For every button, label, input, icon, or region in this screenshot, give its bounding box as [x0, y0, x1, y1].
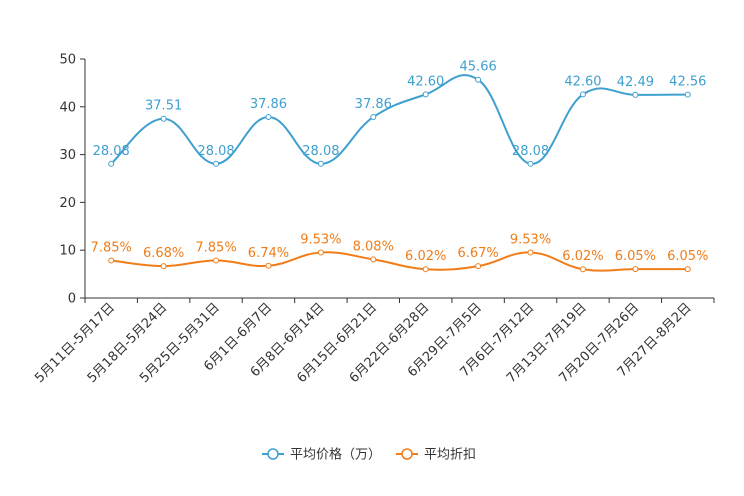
data-label: 6.68%: [143, 246, 184, 261]
data-point[interactable]: [475, 76, 482, 83]
data-point[interactable]: [213, 160, 220, 167]
legend-circle-icon: [401, 448, 413, 460]
data-label: 45.66: [460, 60, 497, 75]
data-point[interactable]: [108, 257, 115, 264]
data-point[interactable]: [370, 256, 377, 263]
data-label: 28.08: [512, 144, 549, 159]
data-label: 42.56: [669, 75, 706, 90]
legend: 平均价格（万） 平均折扣: [262, 447, 476, 463]
data-label: 28.08: [93, 144, 130, 159]
y-tick-label: 50: [59, 53, 76, 68]
y-tick-label: 10: [59, 244, 76, 259]
series-line: [111, 251, 688, 272]
data-label: 6.02%: [405, 249, 446, 264]
data-point[interactable]: [684, 266, 691, 273]
y-tick-label: 40: [59, 100, 76, 115]
data-point[interactable]: [265, 114, 272, 121]
y-tick-label: 0: [68, 292, 76, 307]
legend-label: 平均价格（万）: [290, 447, 381, 463]
data-label: 6.67%: [457, 246, 498, 261]
data-point[interactable]: [632, 266, 639, 273]
data-point[interactable]: [370, 114, 377, 121]
data-point[interactable]: [579, 266, 586, 273]
data-point[interactable]: [317, 249, 324, 256]
data-point[interactable]: [475, 263, 482, 270]
data-label: 6.05%: [667, 249, 708, 264]
data-point[interactable]: [527, 160, 534, 167]
data-label: 42.49: [617, 75, 654, 90]
data-point[interactable]: [160, 115, 167, 122]
data-point[interactable]: [265, 262, 272, 269]
legend-label: 平均折扣: [424, 448, 476, 463]
data-label: 37.86: [355, 97, 392, 112]
data-label: 8.08%: [353, 239, 394, 254]
data-point[interactable]: [527, 249, 534, 256]
data-label: 9.53%: [510, 232, 551, 247]
legend-circle-icon: [267, 448, 279, 460]
data-label: 37.86: [250, 97, 287, 112]
data-point[interactable]: [422, 266, 429, 273]
series-layer: 28.08 37.51 28.08 37.86 28.08 37.86 42.60 45.66…: [91, 60, 708, 273]
data-label: 28.08: [197, 144, 234, 159]
legend-item-2[interactable]: 平均折扣: [396, 448, 476, 463]
data-point[interactable]: [632, 91, 639, 98]
series-2: 7.85% 6.68% 7.85% 6.74% 9.53% 8.08% 6.02% 6.67%…: [91, 232, 708, 273]
data-label: 6.74%: [248, 246, 289, 261]
data-label: 28.08: [302, 144, 339, 159]
data-label: 37.51: [145, 99, 182, 114]
data-point[interactable]: [684, 91, 691, 98]
y-tick-label: 20: [59, 196, 76, 211]
data-point[interactable]: [213, 257, 220, 264]
data-point[interactable]: [108, 160, 115, 167]
series-1: 28.08 37.51 28.08 37.86 28.08 37.86 42.60 45.66…: [93, 60, 706, 167]
data-label: 7.85%: [91, 240, 132, 255]
data-label: 9.53%: [300, 232, 341, 247]
data-point[interactable]: [160, 263, 167, 270]
y-tick-label: 30: [59, 148, 76, 163]
data-label: 6.02%: [562, 249, 603, 264]
legend-item-1[interactable]: 平均价格（万）: [262, 447, 381, 463]
data-point[interactable]: [422, 91, 429, 98]
data-point[interactable]: [579, 91, 586, 98]
data-label: 6.05%: [615, 249, 656, 264]
data-label: 7.85%: [195, 240, 236, 255]
data-label: 42.60: [407, 74, 444, 89]
data-point[interactable]: [317, 160, 324, 167]
data-label: 42.60: [564, 74, 601, 89]
